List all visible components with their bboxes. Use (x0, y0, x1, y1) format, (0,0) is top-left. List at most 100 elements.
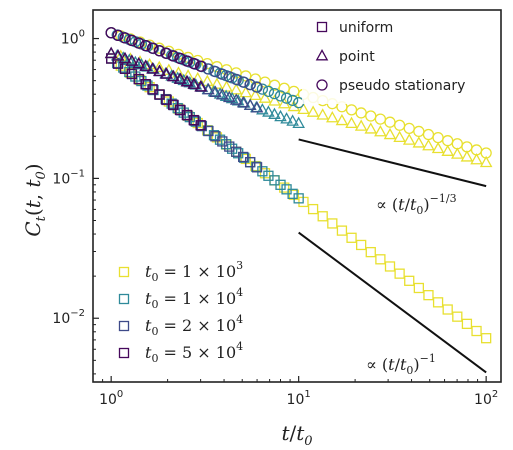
data-point (461, 318, 473, 329)
data-point (365, 110, 377, 122)
plot-frame (92, 9, 502, 383)
data-point (180, 74, 194, 87)
data-point (268, 107, 281, 119)
legend-color-swatch (118, 293, 130, 305)
data-point (393, 119, 406, 131)
data-point (317, 211, 328, 222)
data-point (123, 53, 136, 65)
reference-line-slope-minus-third (298, 138, 487, 188)
data-point (413, 125, 425, 138)
x-tick-label: 102 (474, 389, 498, 408)
data-point (293, 193, 304, 204)
data-point (125, 54, 139, 66)
data-point (481, 333, 492, 344)
data-point (403, 122, 415, 135)
data-point (167, 50, 179, 62)
data-point (345, 104, 358, 116)
data-point (209, 65, 222, 78)
data-point (174, 52, 186, 65)
data-point (153, 45, 165, 57)
legend-color-swatch (118, 347, 130, 359)
data-point (471, 325, 482, 337)
data-point (326, 111, 339, 123)
data-point (364, 122, 378, 134)
data-point (479, 155, 493, 168)
reference-line-slope-minus-one (298, 231, 487, 374)
data-point (432, 131, 444, 144)
data-point (256, 83, 269, 95)
data-point (393, 130, 406, 142)
data-point (230, 73, 242, 86)
data-point (307, 203, 319, 215)
data-point (217, 136, 228, 147)
data-point (442, 135, 454, 147)
data-point (356, 239, 367, 251)
data-point (237, 76, 249, 88)
data-point (268, 88, 281, 100)
data-point (258, 91, 272, 103)
data-point (173, 72, 187, 84)
series-circle (105, 27, 207, 72)
data-point (460, 150, 474, 162)
data-point (219, 89, 233, 101)
legend-color-label: t0 = 1 × 103 (145, 259, 243, 284)
data-point (423, 290, 434, 301)
y-axis-label: Ct(t, t0) (21, 163, 49, 236)
data-point (274, 109, 287, 122)
data-point (213, 87, 227, 99)
data-point (274, 90, 287, 102)
data-point (229, 93, 243, 105)
data-point (216, 68, 228, 80)
data-point (133, 37, 145, 49)
y-tick-label: 10−1 (52, 168, 85, 187)
data-point (413, 282, 424, 294)
data-point (188, 57, 200, 70)
data-point (126, 34, 138, 47)
data-point (222, 90, 236, 103)
x-tick-label: 100 (99, 389, 123, 408)
data-point (327, 218, 338, 229)
reference-lines: ∝ (t/t0)−1/3 ∝ (t/t0)−1 (298, 138, 487, 377)
data-point (374, 113, 387, 125)
data-point (365, 246, 376, 258)
data-point (280, 92, 293, 104)
data-point (404, 275, 415, 286)
legend-color-label: t0 = 2 × 104 (145, 313, 243, 338)
reference-label-slope-minus-one: ∝ (t/t0)−1 (366, 352, 436, 377)
data-point (279, 182, 290, 193)
legend-color-swatch (118, 320, 130, 332)
data-point (402, 133, 416, 145)
legend-color-label: t0 = 1 × 104 (145, 286, 243, 311)
data-point (181, 55, 193, 67)
data-point (139, 59, 152, 71)
data-point (146, 62, 159, 74)
data-point (394, 268, 405, 279)
data-point (375, 254, 386, 265)
data-point (194, 80, 207, 92)
data-point (112, 29, 124, 41)
data-point (262, 105, 275, 117)
data-point (292, 116, 305, 129)
data-point (203, 125, 214, 137)
data-point (441, 144, 454, 156)
data-point (286, 94, 299, 107)
data-point (442, 304, 453, 315)
data-point (231, 94, 245, 106)
data-point (224, 141, 235, 152)
series-triangle (104, 46, 207, 92)
legend-color-label: t0 = 5 × 104 (145, 340, 243, 365)
data-point (104, 46, 118, 59)
data-point (209, 85, 222, 97)
data-point (202, 63, 215, 75)
data-point (251, 162, 263, 173)
data-point (129, 55, 142, 68)
data-point (354, 119, 368, 131)
data-point (118, 51, 132, 64)
marker-legend: uniform point pseudo stationary (302, 14, 496, 104)
data-point (259, 168, 271, 179)
y-tick-label: 100 (61, 29, 85, 48)
data-point (210, 131, 221, 142)
data-point (210, 77, 224, 89)
